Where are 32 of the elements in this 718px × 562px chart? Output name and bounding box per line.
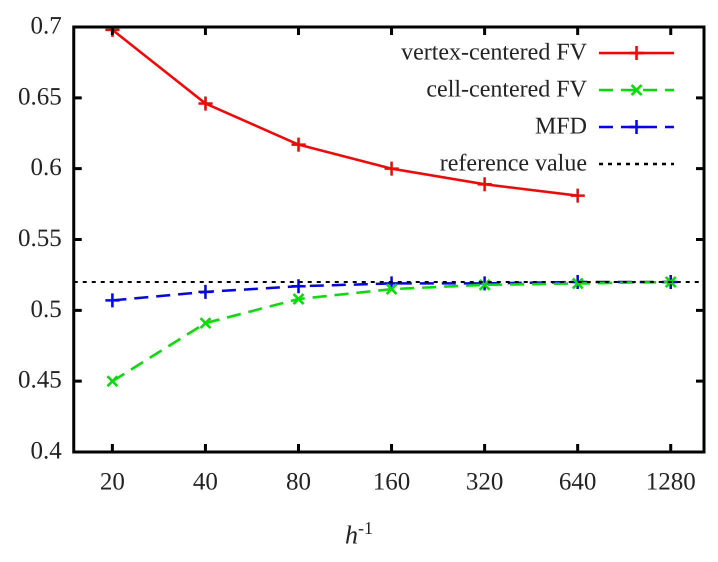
x-tick-label: 160: [372, 468, 410, 496]
point: [569, 187, 586, 204]
point: [106, 374, 119, 388]
y-tick-label: 0.55: [18, 225, 62, 252]
x-tick-label: 1280: [646, 468, 696, 496]
y-tick-label: 0.6: [30, 154, 62, 182]
point: [197, 284, 214, 300]
x-axis-title: h$^{-1}$: [344, 518, 374, 551]
legend-label: cell-centered FV: [426, 76, 588, 102]
x-tick-label: 320: [466, 468, 504, 496]
x-tick-label: 20: [100, 468, 125, 496]
y-tick-label: 0.7: [30, 12, 62, 40]
y-tick-label: 0.4: [30, 438, 62, 465]
point: [197, 95, 214, 112]
x-tick-label: 80: [286, 468, 311, 496]
x-tick-label: 40: [192, 468, 218, 496]
legend-label: vertex-centered FV: [401, 39, 588, 66]
point: [476, 176, 493, 192]
x-tick-label: 640: [558, 468, 596, 496]
y-tick-label: 0.45: [18, 366, 62, 394]
legend-label: MFD: [534, 113, 587, 140]
y-tick-label: 0.65: [18, 83, 62, 110]
legend-label: reference value: [440, 150, 587, 176]
y-tick-label: 0.5: [30, 296, 62, 323]
point: [290, 136, 307, 153]
point: [571, 277, 584, 290]
point: [385, 282, 398, 296]
point: [290, 278, 307, 294]
point: [104, 292, 121, 309]
point: [292, 292, 305, 306]
point: [383, 160, 400, 177]
point: [199, 316, 212, 330]
